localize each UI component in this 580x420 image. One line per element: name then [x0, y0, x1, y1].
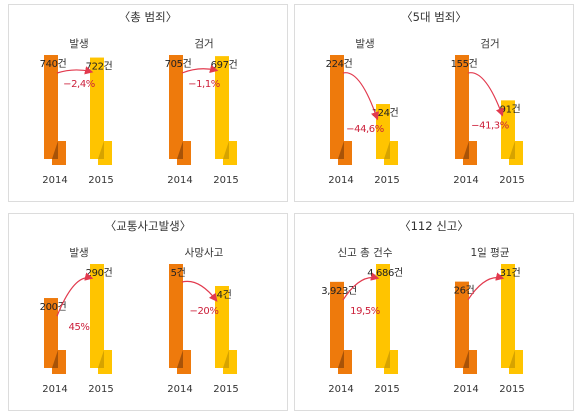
change-arrow — [56, 66, 94, 75]
bar-2015 — [501, 100, 523, 165]
change-label: −1,1% — [188, 79, 220, 90]
chart-panel-total-crime: 〈총 범죄〉 발생 740건 2014 722건 2015 −2,4% 검거 705건 2014… — [8, 4, 288, 202]
bar-2015 — [215, 56, 237, 165]
value-label: 740건 — [40, 58, 67, 70]
group-label: 사망사고 — [185, 247, 224, 259]
bar-2014 — [455, 281, 477, 374]
change-label: −20% — [189, 306, 218, 317]
panel-title: 〈112 신고〉 — [399, 219, 469, 233]
panel-title: 〈5대 범죄〉 — [401, 10, 467, 24]
change-label: 19,5% — [350, 306, 380, 317]
value-label: 705건 — [165, 58, 192, 70]
change-label: 45% — [68, 322, 89, 333]
year-label: 2014 — [167, 384, 192, 395]
bar-2015 — [501, 264, 523, 374]
value-label: 155건 — [451, 58, 478, 70]
group-label: 발생 — [355, 38, 374, 50]
group-label: 1일 평균 — [471, 246, 510, 259]
group-label: 검거 — [480, 38, 499, 50]
value-label: 4건 — [217, 289, 232, 301]
bar-2014 — [169, 264, 191, 374]
panel-title: 〈총 범죄〉 — [118, 10, 178, 24]
change-arrow — [181, 280, 218, 302]
bar-2014 — [330, 281, 352, 374]
change-arrow — [181, 64, 219, 74]
chart-svg: 발생200건2014290건201545%사망사고5건20144건2015−20… — [40, 247, 239, 395]
value-label: 26건 — [454, 285, 475, 297]
year-label: 2015 — [374, 175, 399, 186]
year-label: 2015 — [213, 384, 238, 395]
chart-panel-traffic-accidents: 〈교통사고발생〉 발생 200건 2014 290건 2015 45% 사망사고 5건 2014… — [8, 213, 288, 411]
year-label: 2014 — [453, 384, 478, 395]
chart-svg: 발생224건2014124건2015−44,6%검거155건201491건201… — [326, 38, 525, 186]
change-arrow — [342, 72, 380, 121]
bar-2014 — [169, 55, 191, 165]
chart-panel-112-reports: 〈112 신고〉 신고 총 건수 3,923건 2014 4,686건 2015 19,5… — [294, 213, 574, 411]
group-label: 신고 총 건수 — [338, 247, 393, 259]
change-arrow — [56, 272, 94, 317]
value-label: 224건 — [326, 58, 353, 70]
year-label: 2014 — [42, 175, 67, 186]
year-label: 2015 — [374, 384, 399, 395]
value-label: 3,923건 — [321, 285, 357, 297]
group-label: 발생 — [69, 38, 88, 50]
year-label: 2015 — [499, 175, 524, 186]
group-label: 검거 — [194, 38, 213, 50]
year-label: 2014 — [453, 175, 478, 186]
bar-2015 — [90, 57, 112, 165]
value-label: 91건 — [500, 103, 521, 115]
change-arrow — [342, 272, 380, 301]
year-label: 2014 — [328, 384, 353, 395]
bar-2014 — [455, 55, 477, 165]
bar-2015 — [215, 286, 237, 374]
bar-2014 — [330, 55, 352, 165]
year-label: 2014 — [328, 175, 353, 186]
year-label: 2014 — [167, 175, 192, 186]
year-label: 2014 — [42, 384, 67, 395]
bar-2015 — [376, 104, 398, 165]
bar-2015 — [90, 264, 112, 374]
bar-2014 — [44, 298, 66, 374]
year-label: 2015 — [88, 384, 113, 395]
bar-2015 — [376, 264, 398, 374]
change-arrow — [467, 272, 505, 301]
group-label: 발생 — [69, 247, 88, 259]
change-label: −2,4% — [63, 79, 95, 90]
chart-svg: 발생740건2014722건2015−2,4%검거705건2014697건201… — [40, 38, 239, 186]
year-label: 2015 — [88, 175, 113, 186]
year-label: 2015 — [213, 175, 238, 186]
year-label: 2015 — [499, 384, 524, 395]
value-label: 5건 — [171, 267, 186, 279]
value-label: 31건 — [500, 267, 521, 279]
change-label: −44,6% — [346, 124, 384, 135]
change-arrow — [467, 72, 504, 117]
change-label: −41,3% — [471, 120, 509, 131]
panel-title: 〈교통사고발생〉 — [104, 219, 192, 233]
chart-panel-five-major-crimes: 〈5대 범죄〉 발생 224건 2014 124건 2015 −44,6% 검거 155건 20… — [294, 4, 574, 202]
bar-2014 — [44, 55, 66, 165]
